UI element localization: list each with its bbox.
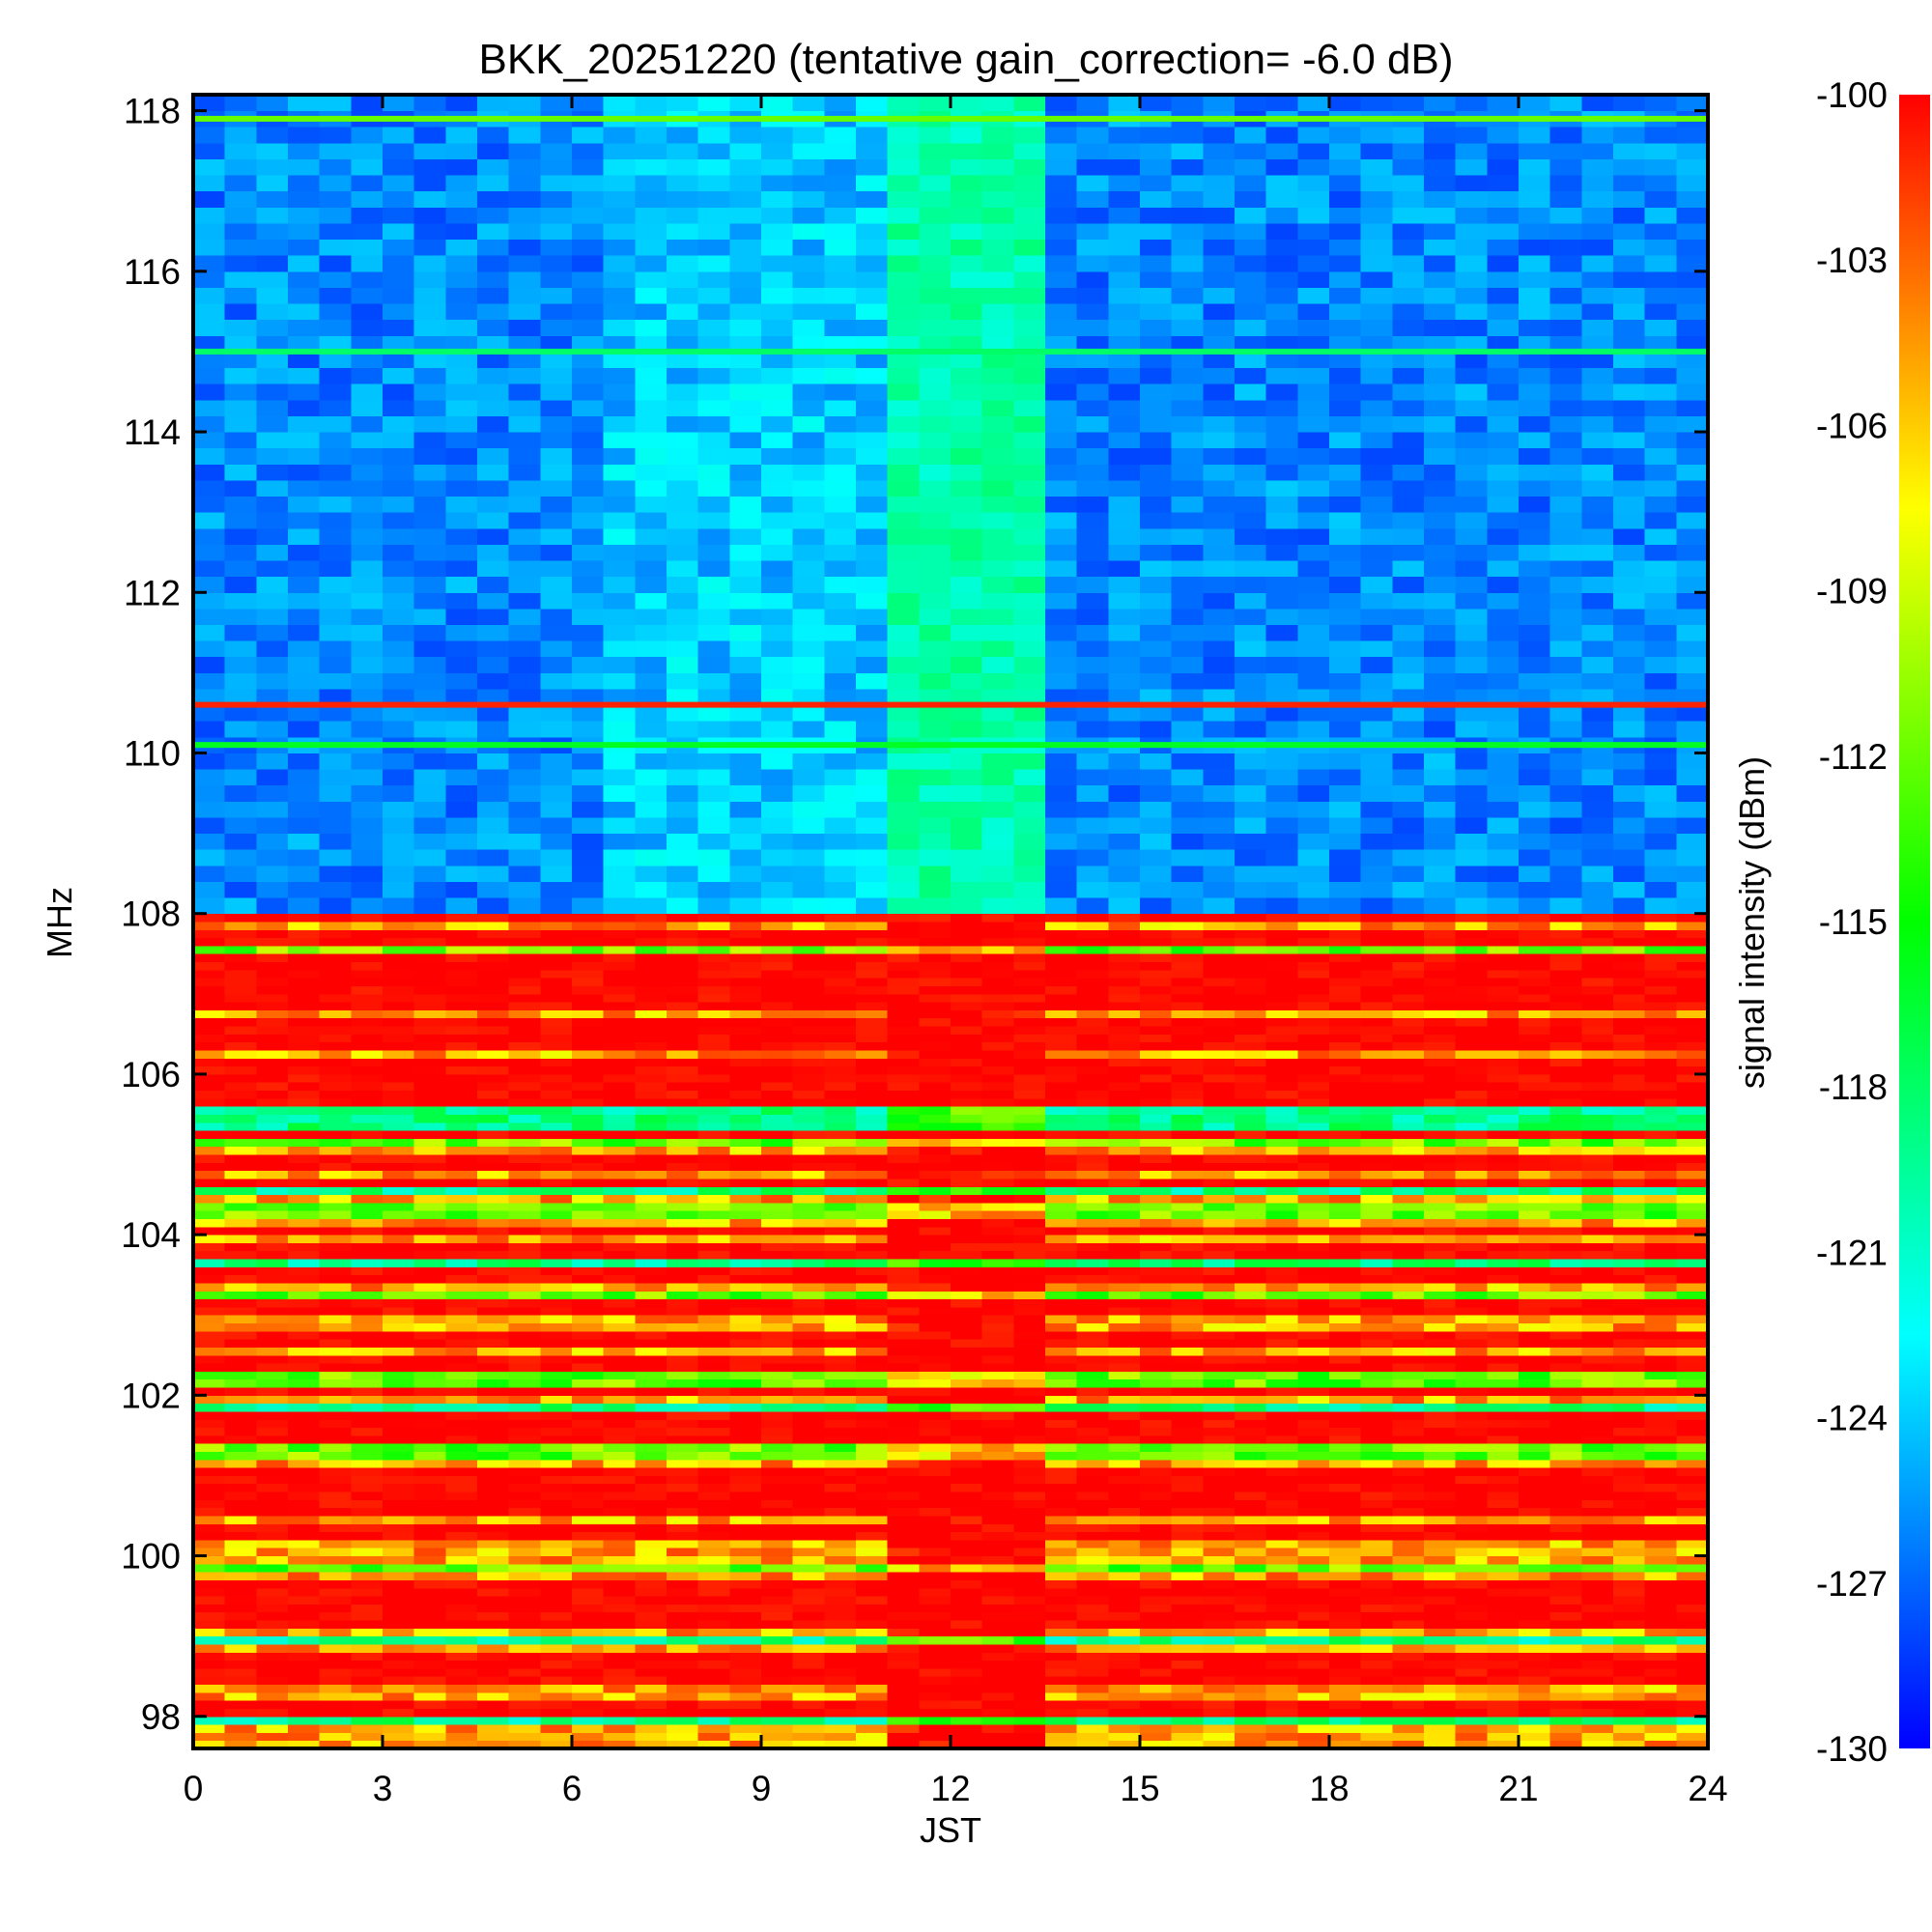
x-tick-label: 12 [930,1769,970,1808]
y-tick-label: 114 [124,412,181,452]
colorbar-tick-label: -109 [1816,572,1888,611]
y-tick-label: 98 [141,1697,181,1737]
y-tick-label: 108 [121,895,181,934]
colorbar-tick-label: -106 [1816,406,1888,445]
y-tick-label: 116 [124,252,181,292]
x-tick-label: 6 [562,1769,582,1808]
x-axis-label: JST [920,1810,981,1850]
x-tick-label: 3 [373,1769,393,1808]
y-tick-label: 102 [121,1376,181,1415]
x-axis-ticks: 0 3 6 9 12 15 18 21 24 [184,95,1728,1808]
y-tick-label: 118 [124,92,181,131]
colorbar-ticks: -100 -103 -106 -109 -112 -115 -118 -121 -124 -127… [1816,75,1888,1769]
persistent-line-2 [193,348,1708,355]
colorbar-tick-label: -100 [1816,75,1888,115]
y-tick-label: 106 [121,1055,181,1094]
persistent-line-1 [193,701,1708,708]
colorbar-tick-label: -112 [1819,737,1888,777]
colorbar [1899,95,1930,1748]
colorbar-tick-label: -115 [1819,902,1888,942]
persistent-line-3 [193,115,1708,122]
y-tick-label: 104 [121,1215,181,1255]
x-tick-label: 9 [752,1769,772,1808]
x-tick-label: 0 [184,1769,204,1808]
colorbar-tick-label: -130 [1816,1729,1888,1769]
y-axis-ticks: 98 100 102 104 106 108 110 112 114 116 118 [121,92,1708,1737]
x-tick-label: 18 [1309,1769,1349,1808]
chart-title: BKK_20251220 (tentative gain_correction=… [479,36,1454,83]
spectrogram-plot-area [193,95,1709,1749]
colorbar-tick-label: -103 [1816,241,1888,280]
colorbar-tick-label: -124 [1816,1399,1888,1438]
colorbar-tick-label: -118 [1819,1067,1888,1107]
x-tick-label: 15 [1120,1769,1159,1808]
y-tick-label: 110 [124,733,181,773]
persistent-line-0 [193,742,1708,749]
x-tick-label: 21 [1498,1769,1538,1808]
colorbar-tick-label: -121 [1816,1233,1888,1272]
y-tick-label: 100 [121,1537,181,1577]
colorbar-tick-label: -127 [1816,1564,1888,1604]
y-tick-label: 112 [124,573,181,612]
y-axis-label: MHz [40,887,79,958]
x-tick-label: 24 [1688,1769,1727,1808]
colorbar-label: signal intensity (dBm) [1732,756,1772,1089]
